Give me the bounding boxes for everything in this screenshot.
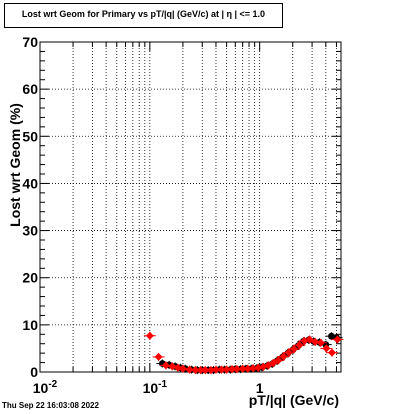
point-marker <box>154 352 163 361</box>
point-marker <box>327 348 336 357</box>
red-data-point <box>272 356 285 365</box>
point-marker <box>322 344 331 353</box>
tick-labels: 0 10 20 30 40 50 60 70 10-2 10-1 1 <box>22 34 263 396</box>
grid <box>40 42 341 372</box>
point-marker <box>168 362 177 371</box>
red-data-point <box>282 348 295 357</box>
data-layer <box>143 331 344 375</box>
red-data-point <box>320 344 333 353</box>
point-marker <box>161 361 170 370</box>
point-marker <box>145 331 154 340</box>
red-data-point <box>287 344 300 353</box>
y-tick-label: 40 <box>22 175 38 191</box>
x-tick-label: 1 <box>256 380 264 396</box>
x-axis-label: pT/|q| (GeV/c) <box>249 392 339 408</box>
y-tick-label: 50 <box>22 128 38 144</box>
point-marker <box>316 338 325 347</box>
y-tick-label: 20 <box>22 270 38 286</box>
point-marker <box>284 348 293 357</box>
red-data-point <box>176 364 189 373</box>
y-axis-label: Lost wrt Geom (%) <box>7 103 23 227</box>
point-marker <box>254 363 263 372</box>
timestamp: Thu Sep 22 16:03:08 2022 <box>2 401 99 410</box>
red-data-point <box>152 352 165 361</box>
point-marker <box>173 363 182 372</box>
x-tick-label: 10-1 <box>143 379 168 396</box>
axis-ticks <box>39 41 341 373</box>
point-marker <box>289 344 298 353</box>
chart-title: Lost wrt Geom for Primary vs pT/|q| (GeV… <box>21 9 266 19</box>
y-tick-label: 0 <box>30 364 38 380</box>
point-marker <box>333 335 342 344</box>
red-data-point <box>331 335 344 344</box>
red-data-point <box>277 352 290 361</box>
point-marker <box>279 352 288 361</box>
plot-frame <box>39 41 342 373</box>
point-marker <box>311 337 320 346</box>
red-data-point <box>314 338 327 347</box>
y-tick-label: 10 <box>22 317 38 333</box>
point-marker <box>295 341 304 350</box>
point-marker <box>178 364 187 373</box>
red-data-point <box>325 348 338 357</box>
red-data-point <box>293 341 306 350</box>
red-data-point <box>143 331 156 340</box>
title-box: Lost wrt Geom for Primary vs pT/|q| (GeV… <box>4 3 283 28</box>
y-tick-label: 30 <box>22 223 38 239</box>
y-tick-label: 70 <box>22 34 38 50</box>
x-tick-label: 10-2 <box>33 379 58 396</box>
point-marker <box>274 356 283 365</box>
y-tick-label: 60 <box>22 81 38 97</box>
